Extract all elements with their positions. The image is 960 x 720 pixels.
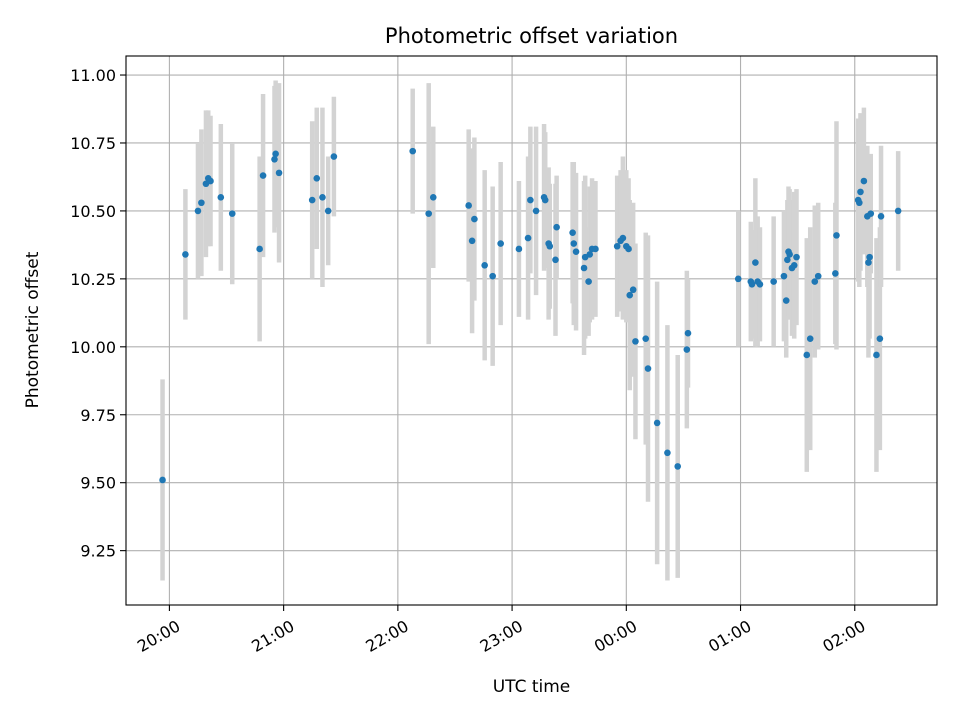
data-point <box>734 275 742 283</box>
data-point <box>877 213 885 220</box>
data-point <box>425 210 432 217</box>
y-tick-label: 10.25 <box>70 270 116 289</box>
data-point <box>803 351 811 359</box>
data-point <box>632 338 639 345</box>
data-point <box>782 297 790 304</box>
data-point <box>832 270 839 277</box>
data-point <box>256 245 263 253</box>
y-axis-ticks: 9.25 9.50 9.75 10.00 10.25 10.50 10.75 11.00 <box>70 66 126 561</box>
data-point <box>271 155 278 163</box>
data-point <box>524 234 532 242</box>
data-point <box>468 237 476 245</box>
data-point <box>629 286 637 294</box>
data-point <box>752 259 759 266</box>
y-tick-label: 10.00 <box>70 338 116 357</box>
data-point <box>793 253 800 261</box>
y-tick-label: 10.75 <box>70 134 116 153</box>
data-point <box>182 251 189 258</box>
data-point <box>272 150 279 158</box>
data-point <box>790 261 798 269</box>
data-point <box>748 280 756 288</box>
data-point <box>313 175 321 182</box>
y-tick-label: 11.00 <box>70 66 116 85</box>
data-point <box>585 278 592 285</box>
data-point <box>684 329 692 337</box>
data-point <box>756 280 764 288</box>
data-point <box>592 245 599 253</box>
data-point <box>527 196 534 204</box>
data-point <box>429 194 437 201</box>
data-point <box>409 147 417 155</box>
data-point <box>770 278 777 285</box>
data-point <box>198 199 205 207</box>
data-point <box>613 242 621 250</box>
data-point <box>259 172 267 179</box>
data-point <box>546 242 554 250</box>
data-point <box>784 256 791 264</box>
data-point <box>497 240 504 247</box>
data-point <box>857 188 864 196</box>
data-point <box>811 278 819 285</box>
data-point <box>228 210 236 217</box>
data-point <box>860 177 868 185</box>
data-point <box>642 335 650 342</box>
x-axis-label: UTC time <box>493 677 571 697</box>
data-points <box>159 147 902 484</box>
data-point <box>308 196 316 204</box>
data-point <box>876 335 884 342</box>
y-tick-label: 9.25 <box>80 542 116 561</box>
data-point <box>586 251 594 258</box>
y-tick-label: 9.50 <box>80 474 116 493</box>
data-point <box>866 253 873 261</box>
y-axis-label: Photometric offset <box>23 251 43 408</box>
data-point <box>552 256 559 264</box>
data-point <box>653 419 661 427</box>
y-tick-label: 9.75 <box>80 406 116 425</box>
data-point <box>674 463 682 470</box>
data-point <box>894 207 902 215</box>
data-point <box>664 449 671 457</box>
data-point <box>833 232 840 239</box>
data-point <box>780 272 788 280</box>
plot-frame <box>125 55 938 606</box>
data-point <box>275 169 283 177</box>
data-point <box>207 177 214 185</box>
data-point <box>644 365 652 372</box>
data-point <box>532 207 540 215</box>
data-point <box>873 351 880 359</box>
y-tick-label: 10.50 <box>70 202 116 221</box>
data-point <box>217 194 225 201</box>
data-point <box>465 202 472 209</box>
data-point <box>570 240 578 247</box>
data-point <box>194 207 202 215</box>
data-point <box>319 194 326 201</box>
data-point <box>619 234 627 242</box>
data-point <box>856 199 863 207</box>
data-point <box>814 272 822 280</box>
data-point <box>471 215 478 223</box>
data-point <box>541 196 549 204</box>
data-point <box>580 264 588 272</box>
data-point <box>481 261 488 269</box>
data-point <box>489 272 496 280</box>
data-point <box>572 248 580 255</box>
data-point <box>626 291 634 299</box>
data-point <box>159 476 166 484</box>
data-point <box>515 245 523 253</box>
data-point <box>625 245 632 253</box>
data-point <box>806 335 814 342</box>
data-point <box>324 207 332 215</box>
data-point <box>867 210 875 217</box>
chart-title: Photometric offset variation <box>385 24 678 48</box>
data-point <box>553 223 560 231</box>
data-point <box>683 346 691 353</box>
data-point <box>786 251 793 258</box>
data-point <box>865 259 872 266</box>
data-point <box>330 153 338 160</box>
data-point <box>569 229 576 236</box>
